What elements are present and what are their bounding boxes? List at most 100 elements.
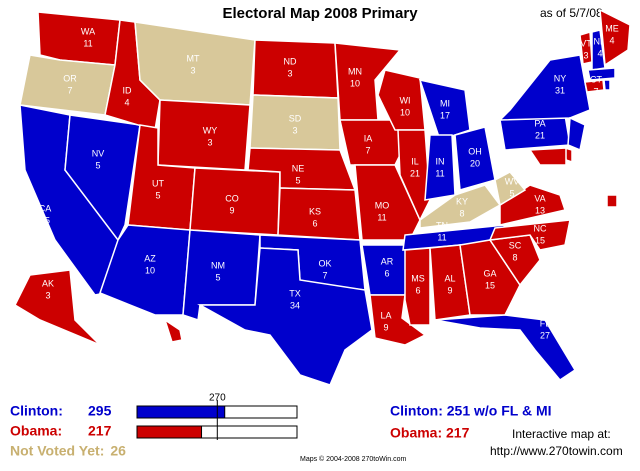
state-votes: 3 xyxy=(190,65,195,75)
state-abbr: VT xyxy=(580,38,592,48)
state-votes: 3 xyxy=(287,68,292,78)
state-votes: 31 xyxy=(555,85,565,95)
state-abbr: DC xyxy=(614,168,627,178)
state-abbr: DE xyxy=(594,135,607,145)
state xyxy=(494,171,527,207)
candidate-total: 217 xyxy=(88,423,112,439)
state xyxy=(334,42,402,121)
link-caption: Interactive map at: xyxy=(512,427,611,441)
state-votes: 3 xyxy=(45,290,50,300)
state-abbr: NC xyxy=(534,223,547,233)
state-votes: 15 xyxy=(535,235,545,245)
state xyxy=(404,247,431,326)
alt-tally: Clinton: 251 w/o FL & MI xyxy=(390,403,552,419)
state-abbr: AK xyxy=(42,278,54,288)
state xyxy=(197,247,373,386)
state xyxy=(37,11,121,66)
state-votes: 7 xyxy=(67,85,72,95)
state-abbr: WA xyxy=(81,26,95,36)
candidate-total: 26 xyxy=(110,443,126,459)
state-abbr: MS xyxy=(411,273,425,283)
state-votes: 5 xyxy=(295,175,300,185)
credit: Maps © 2004-2008 270toWin.com xyxy=(300,455,406,463)
state-abbr: IA xyxy=(364,133,373,143)
state-abbr: NH xyxy=(594,36,607,46)
state-abbr: NE xyxy=(292,163,305,173)
state-abbr: MA xyxy=(621,61,635,71)
state-votes: 11 xyxy=(437,232,446,242)
date: as of 5/7/08 xyxy=(540,6,603,20)
state-abbr: MT xyxy=(187,53,200,63)
alt-tally: Obama: 217 xyxy=(390,425,470,441)
state xyxy=(163,318,183,343)
state-abbr: CA xyxy=(39,203,52,213)
state-votes: 4 xyxy=(597,48,602,58)
state-votes: 5 xyxy=(509,188,514,198)
state-votes: 4 xyxy=(124,97,129,107)
state-abbr: NJ xyxy=(595,116,606,126)
state-abbr: CO xyxy=(225,193,239,203)
state-votes: 8 xyxy=(512,252,517,262)
state-abbr: ID xyxy=(123,85,133,95)
state-abbr: AL xyxy=(444,273,455,283)
threshold-label: 270 xyxy=(209,393,226,404)
state-votes: 3 xyxy=(617,180,622,190)
candidate-label: Obama: xyxy=(10,423,62,439)
state-abbr: ND xyxy=(284,56,297,66)
state-votes: 10 xyxy=(400,107,410,117)
state-abbr: WI xyxy=(400,95,411,105)
state-votes: 15 xyxy=(485,280,495,290)
state-votes: 4 xyxy=(619,90,624,100)
state-votes: 3 xyxy=(292,125,297,135)
state-votes: 7 xyxy=(322,270,327,280)
state-votes: 20 xyxy=(470,158,480,168)
state-votes: 10 xyxy=(595,168,605,178)
state-votes: 15 xyxy=(595,128,605,138)
state-votes: 21 xyxy=(410,168,420,178)
state-abbr: AR xyxy=(381,256,394,266)
state-votes: 12 xyxy=(623,73,633,83)
state xyxy=(528,147,567,166)
state-abbr: IL xyxy=(411,156,419,166)
state xyxy=(64,114,141,242)
state-abbr: OK xyxy=(318,258,331,268)
state xyxy=(603,79,611,91)
state-votes: 5 xyxy=(215,272,220,282)
state-abbr: MD xyxy=(593,156,607,166)
state-abbr: MO xyxy=(375,200,390,210)
link-url[interactable]: http://www.270towin.com xyxy=(490,444,623,458)
state xyxy=(488,219,571,251)
state-votes: 4 xyxy=(609,35,614,45)
state-abbr: OH xyxy=(468,146,482,156)
state-abbr: HI xyxy=(146,316,155,326)
state-votes: 5 xyxy=(155,190,160,200)
state-votes: 11 xyxy=(83,38,92,48)
state-votes: 10 xyxy=(350,78,360,88)
state-abbr: PA xyxy=(534,118,545,128)
candidate-total: 295 xyxy=(88,403,112,419)
state xyxy=(397,129,431,222)
state-abbr: FL xyxy=(540,318,551,328)
state-abbr: RI xyxy=(618,78,627,88)
state xyxy=(498,54,591,121)
state-votes: 27 xyxy=(540,330,550,340)
state-abbr: UT xyxy=(152,178,164,188)
state-abbr: AZ xyxy=(144,253,156,263)
tally-bar xyxy=(136,405,226,419)
state-votes: 7 xyxy=(365,145,370,155)
state-votes: 3 xyxy=(583,50,588,60)
state-abbr: SD xyxy=(289,113,302,123)
state-abbr: CT xyxy=(590,74,602,84)
state xyxy=(599,8,631,67)
state xyxy=(354,164,421,241)
state-abbr: MN xyxy=(348,66,362,76)
state-votes: 9 xyxy=(383,322,388,332)
state-votes: 11 xyxy=(435,168,444,178)
state-votes: 6 xyxy=(415,285,420,295)
state-votes: 5 xyxy=(95,160,100,170)
state-votes: 9 xyxy=(447,285,452,295)
state-votes: 13 xyxy=(535,205,545,215)
state-abbr: NV xyxy=(92,148,105,158)
state-votes: 9 xyxy=(229,205,234,215)
